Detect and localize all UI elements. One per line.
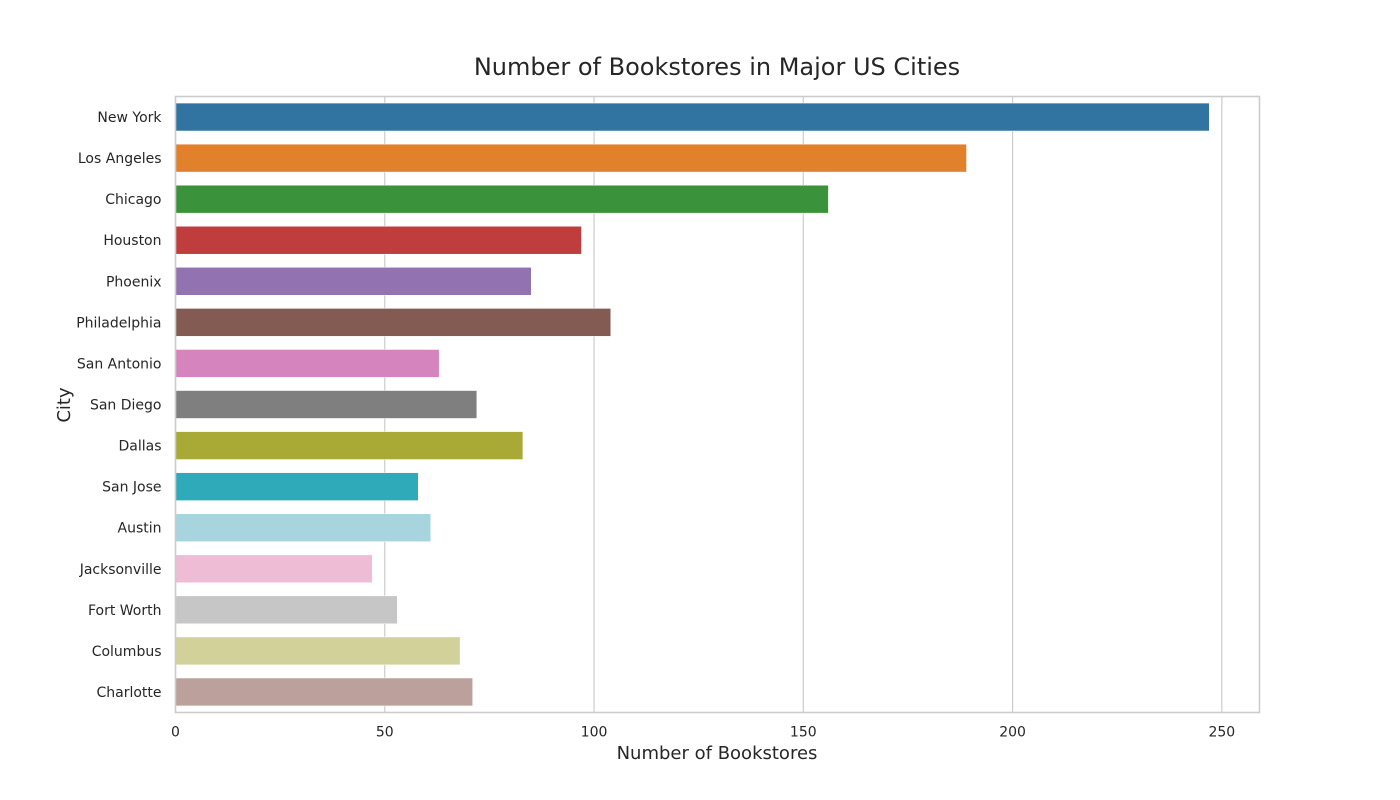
y-tick-label: Phoenix	[106, 274, 162, 290]
y-tick-label: Fort Worth	[88, 603, 162, 619]
y-tick-label: Dallas	[118, 439, 161, 455]
x-tick-label: 0	[171, 725, 180, 741]
x-tick-label: 50	[376, 725, 394, 741]
bar-philadelphia	[175, 308, 612, 337]
x-tick-labels: 0 50 100 150 200 250	[171, 725, 1235, 741]
bar-dallas	[175, 431, 524, 460]
bar-phoenix	[175, 267, 532, 296]
chart-title: Number of Bookstores in Major US Cities	[474, 53, 960, 81]
y-tick-label: Columbus	[92, 644, 162, 660]
y-tick-label: Jacksonville	[79, 562, 162, 578]
bar-jacksonville	[175, 554, 373, 583]
y-tick-label: Houston	[103, 233, 161, 249]
bar-layer	[175, 102, 1210, 707]
y-tick-labels: New York Los Angeles Chicago Houston Phoenix…	[76, 110, 162, 701]
y-tick-label: Philadelphia	[76, 315, 161, 331]
plot-frame	[174, 95, 1261, 714]
bar-columbus	[175, 636, 461, 666]
y-axis-label: City	[54, 387, 75, 423]
x-axis-label: Number of Bookstores	[617, 743, 818, 764]
bar-new-york	[175, 102, 1210, 132]
y-tick-label: Charlotte	[96, 685, 161, 701]
y-tick-label: San Antonio	[77, 356, 162, 372]
bar-houston	[175, 226, 582, 255]
x-tick-label: 200	[999, 725, 1026, 741]
bar-chicago	[175, 184, 829, 214]
bar-los-angeles	[175, 143, 967, 173]
x-tick-label: 250	[1208, 725, 1235, 741]
x-tick-label: 150	[790, 725, 817, 741]
bar-charlotte	[175, 677, 473, 707]
bar-san-diego	[175, 390, 478, 419]
y-tick-label: Chicago	[105, 192, 161, 208]
y-tick-label: Austin	[118, 521, 162, 537]
y-tick-label: New York	[97, 110, 162, 126]
bar-fort-worth	[175, 595, 398, 625]
x-tick-label: 100	[581, 725, 608, 741]
bar-austin	[175, 513, 432, 542]
bar-san-jose	[175, 472, 419, 501]
y-tick-label: Los Angeles	[78, 151, 162, 167]
y-tick-label: San Jose	[102, 480, 161, 496]
bar-san-antonio	[175, 349, 440, 378]
y-tick-label: San Diego	[90, 398, 162, 414]
